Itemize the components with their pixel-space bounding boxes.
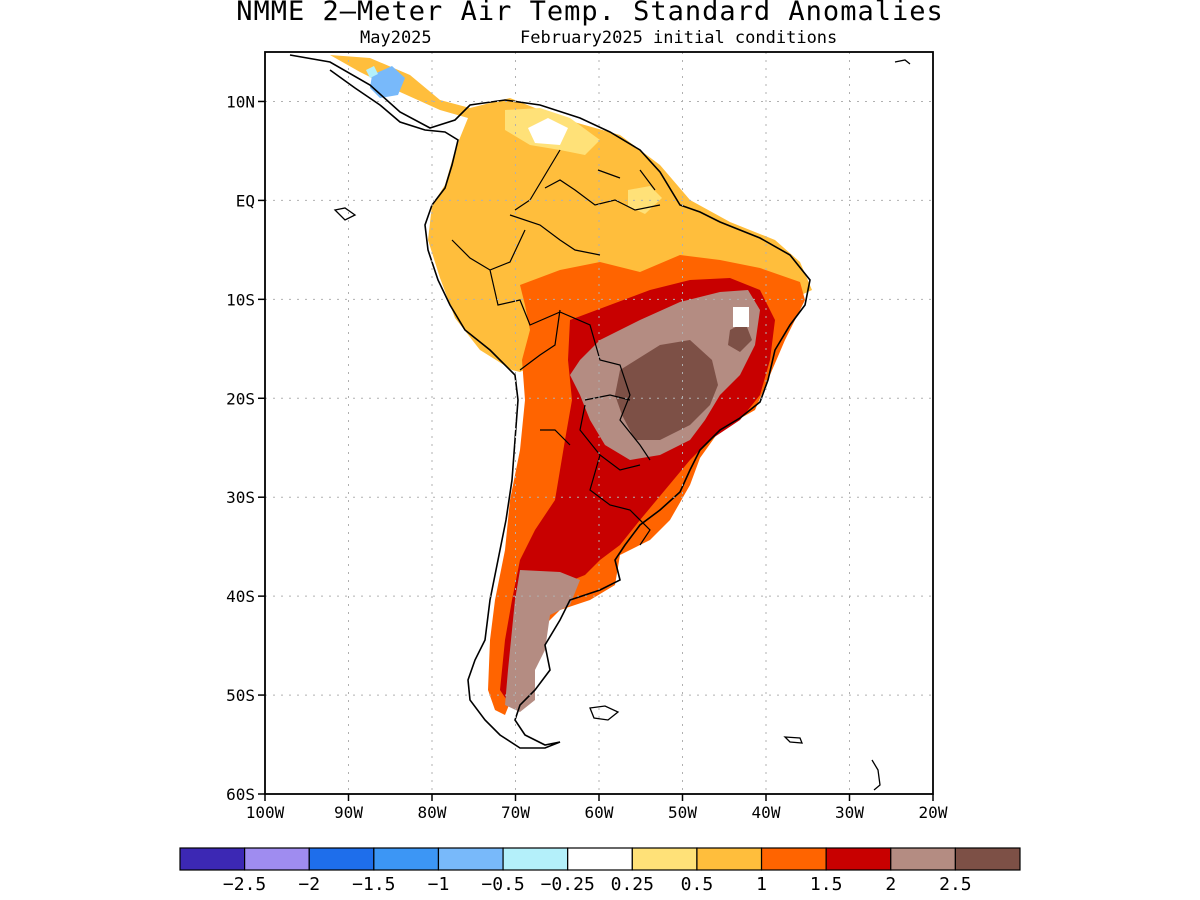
lat-tick-label: 10S [226, 290, 255, 309]
lat-tick-label: 50S [226, 686, 255, 705]
colorbar-swatch [437, 847, 504, 871]
lon-tick-label: 50W [668, 803, 697, 822]
colorbar-label: 1.5 [810, 874, 843, 895]
lat-tick-label: 10N [226, 92, 255, 111]
anomaly-region-blue [370, 66, 405, 98]
colorbar-label: 0.5 [681, 874, 714, 895]
lon-tick-label: 20W [919, 803, 948, 822]
lat-tick-label: 20S [226, 389, 255, 408]
lon-tick-label: 80W [418, 803, 447, 822]
colorbar-swatch [890, 847, 956, 871]
anomaly-region-orange [330, 55, 812, 372]
colorbar-swatch [954, 847, 1021, 871]
colorbar-label: −0.5 [481, 874, 524, 895]
colorbar-swatch [825, 847, 892, 871]
colorbar-swatch [760, 847, 827, 871]
lat-tick-label: 30S [226, 488, 255, 507]
colorbar-swatch [696, 847, 763, 871]
lon-tick-label: 90W [334, 803, 363, 822]
colorbar-label: −1 [428, 874, 450, 895]
map-title: NMME 2–Meter Air Temp. Standard Anomalie… [236, 0, 944, 27]
colorbar-label: 0.25 [611, 874, 654, 895]
colorbar-label: 2 [885, 874, 896, 895]
colorbar-swatch [244, 847, 310, 871]
colorbar-label: −0.25 [541, 874, 595, 895]
colorbar-swatch [631, 847, 698, 871]
colorbar-swatch [179, 847, 246, 871]
lon-tick-label: 70W [501, 803, 530, 822]
colorbar-swatch [567, 847, 633, 871]
colorbar-swatch [308, 847, 375, 871]
coastline [289, 54, 811, 749]
anomaly-region-dark-brown [615, 340, 718, 440]
lat-tick-label: 60S [226, 785, 255, 804]
colorbar-swatch [373, 847, 440, 871]
anomaly-region-white [528, 118, 568, 145]
colorbar: −2.5 −2 −1.5 −1 −0.5 −0.25 0.25 0.5 1 1.5 2 2.5 [179, 847, 1021, 895]
colorbar-label: 2.5 [939, 874, 972, 895]
lon-tick-label: 60W [585, 803, 614, 822]
map-plot-area [289, 54, 911, 791]
colorbar-label: 1 [756, 874, 767, 895]
lat-tick-label: 40S [226, 587, 255, 606]
lon-tick-label: 100W [246, 803, 285, 822]
colorbar-label: −1.5 [352, 874, 395, 895]
forecast-month: May2025 [360, 28, 432, 48]
colorbar-label: −2.5 [223, 874, 266, 895]
lon-tick-label: 40W [752, 803, 781, 822]
latitude-axis: 10N EQ 10S 20S 30S 40S 50S 60S [226, 92, 265, 804]
longitude-axis: 100W 90W 80W 70W 60W 50W 40W 30W 20W [246, 794, 948, 822]
colorbar-swatch [502, 847, 569, 871]
initial-conditions: February2025 initial conditions [520, 28, 838, 48]
lon-tick-label: 30W [835, 803, 864, 822]
lat-tick-label: EQ [236, 191, 255, 210]
colorbar-label: −2 [298, 874, 320, 895]
